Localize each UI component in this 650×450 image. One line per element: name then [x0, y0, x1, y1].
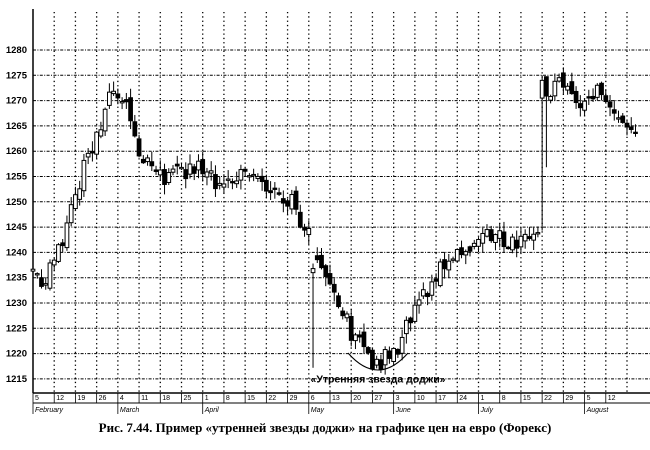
svg-text:May: May — [311, 407, 325, 414]
svg-text:12: 12 — [56, 395, 64, 402]
svg-text:12: 12 — [608, 395, 616, 402]
svg-text:26: 26 — [99, 395, 107, 402]
svg-text:15: 15 — [523, 395, 531, 402]
svg-text:1245: 1245 — [6, 222, 28, 233]
svg-text:1: 1 — [205, 395, 209, 402]
svg-text:22: 22 — [544, 395, 552, 402]
svg-text:1255: 1255 — [6, 172, 28, 183]
svg-text:11: 11 — [141, 395, 148, 402]
svg-text:15: 15 — [247, 395, 255, 402]
svg-text:March: March — [120, 407, 140, 414]
svg-text:20: 20 — [353, 395, 361, 402]
svg-text:29: 29 — [565, 395, 573, 402]
svg-text:1: 1 — [481, 395, 485, 402]
svg-text:24: 24 — [459, 395, 467, 402]
svg-text:July: July — [480, 407, 494, 414]
svg-text:1220: 1220 — [6, 349, 27, 360]
svg-text:1230: 1230 — [6, 298, 27, 309]
svg-text:27: 27 — [374, 395, 382, 402]
svg-text:13: 13 — [332, 395, 340, 402]
svg-text:1270: 1270 — [6, 96, 27, 107]
svg-text:3: 3 — [396, 395, 400, 402]
svg-text:August: August — [586, 407, 610, 414]
svg-text:1265: 1265 — [6, 121, 28, 132]
svg-text:5: 5 — [587, 395, 591, 402]
svg-text:«Утренняя звезда доджи»: «Утренняя звезда доджи» — [311, 374, 446, 386]
svg-text:8: 8 — [226, 395, 230, 402]
svg-text:29: 29 — [290, 395, 298, 402]
svg-text:1225: 1225 — [6, 323, 28, 334]
svg-text:1280: 1280 — [6, 45, 27, 56]
svg-text:25: 25 — [184, 395, 192, 402]
svg-text:17: 17 — [438, 395, 446, 402]
svg-text:February: February — [35, 407, 64, 414]
svg-text:1215: 1215 — [6, 374, 28, 385]
svg-text:19: 19 — [77, 395, 85, 402]
svg-text:June: June — [395, 407, 411, 414]
svg-text:10: 10 — [417, 395, 425, 402]
svg-text:4: 4 — [120, 395, 124, 402]
svg-text:1275: 1275 — [6, 70, 28, 81]
svg-text:22: 22 — [268, 395, 276, 402]
svg-text:18: 18 — [162, 395, 170, 402]
svg-text:April: April — [204, 407, 219, 414]
svg-text:1235: 1235 — [6, 273, 28, 284]
svg-text:1240: 1240 — [6, 247, 27, 258]
svg-text:8: 8 — [502, 395, 506, 402]
svg-text:6: 6 — [311, 395, 315, 402]
svg-text:1260: 1260 — [6, 146, 27, 157]
svg-text:5: 5 — [35, 395, 39, 402]
svg-text:1250: 1250 — [6, 197, 27, 208]
